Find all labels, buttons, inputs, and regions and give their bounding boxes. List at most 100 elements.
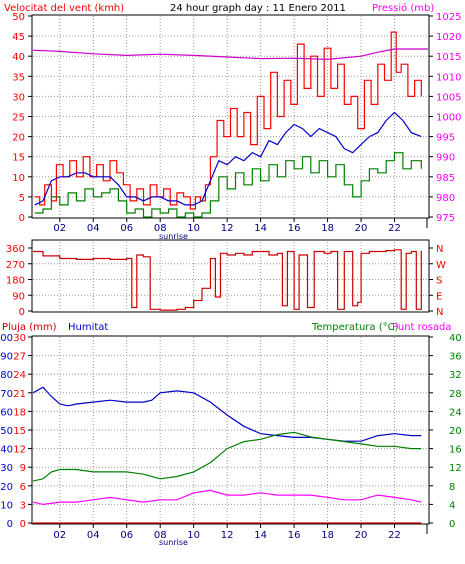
bottom-x-tick-label: 18	[321, 530, 334, 541]
top-sunrise-label: sunrise	[159, 232, 188, 241]
bottom-series	[32, 386, 422, 524]
top-right-tick-label: 975	[436, 213, 455, 224]
top-x-tick-label: 02	[53, 223, 66, 234]
bottom-grid	[33, 337, 428, 523]
top-left-tick-label: 15	[12, 153, 25, 164]
bottom-right-tick-label: 16	[449, 445, 462, 456]
bottom-x-tick-label: 22	[388, 530, 401, 541]
bottom-rain-tick-label: 6	[20, 482, 26, 493]
chart-title: 24 hour graph day : 11 Enero 2011	[170, 3, 346, 14]
bottom-right-tick-label: 36	[449, 352, 462, 363]
bottom-humidity-tick-label: 70	[0, 389, 13, 400]
top-x-tick-label: 06	[120, 223, 133, 234]
top-x-tick-label: 10	[187, 223, 200, 234]
top-left-tick-label: 50	[12, 12, 25, 23]
middle-left-ticks: 0 90 180 270 360	[6, 244, 32, 318]
top-right-tick-label: 985	[436, 173, 455, 184]
series-line	[33, 249, 422, 311]
series-line	[34, 111, 422, 206]
bottom-humidity-tick-label: 80	[0, 370, 13, 381]
middle-right-tick-label: W	[436, 260, 446, 271]
middle-left-tick-label: 360	[6, 244, 25, 255]
middle-right-tick-label: E	[436, 291, 442, 302]
bottom-humidity-tick-label: 60	[0, 407, 13, 418]
top-x-tick-label: 20	[355, 223, 368, 234]
series-line	[32, 431, 422, 482]
top-left-tick-label: 40	[12, 52, 25, 63]
bottom-x-tick-label: 04	[87, 530, 100, 541]
series-line	[32, 489, 422, 506]
bottom-right-tick-label: 28	[449, 389, 462, 400]
top-right-tick-label: 1010	[436, 72, 461, 83]
bottom-left-ticks: 0010320630940125015601870218024902710030	[0, 333, 32, 530]
bottom-humidity-tick-label: 30	[0, 463, 13, 474]
top-left-ticks: 0 5 10 15 20 25 30 35 40 45 50	[12, 12, 32, 224]
bottom-x-tick-label: 12	[221, 530, 234, 541]
bottom-right-tick-label: 12	[449, 463, 462, 474]
top-right-tick-label: 1015	[436, 52, 461, 63]
top-x-tick-label: 16	[288, 223, 301, 234]
top-x-ticks: 02 04 06 08 10 12 14 16 18 20 22	[53, 218, 428, 234]
bottom-rain-tick-label: 0	[20, 519, 26, 530]
bottom-x-tick-label: 06	[120, 530, 133, 541]
bottom-x-tick-label: 08	[154, 530, 167, 541]
top-x-tick-label: 18	[321, 223, 334, 234]
top-x-tick-label: 22	[388, 223, 401, 234]
bottom-right-tick-label: 8	[449, 482, 455, 493]
top-left-tick-label: 5	[19, 193, 25, 204]
bottom-right-tick-label: 4	[449, 500, 455, 511]
top-right-tick-label: 990	[436, 153, 455, 164]
bottom-humidity-tick-label: 40	[0, 445, 13, 456]
series-line	[32, 386, 422, 442]
top-left-tick-label: 35	[12, 72, 25, 83]
top-right-tick-label: 980	[436, 193, 455, 204]
top-x-tick-label: 14	[254, 223, 267, 234]
series-line	[34, 31, 422, 210]
top-left-tick-label: 0	[19, 213, 25, 224]
middle-right-tick-label: N	[436, 244, 443, 255]
middle-series	[33, 249, 422, 311]
top-series	[32, 31, 428, 218]
top-right-tick-label: 1025	[436, 12, 461, 23]
top-right-ticks: 975 980 985 990 995 1000 1005 1010 1015 1020 1025	[429, 12, 461, 224]
bottom-right-tick-label: 0	[449, 519, 455, 530]
bottom-humidity-tick-label: 0	[7, 519, 13, 530]
bottom-right-tick-label: 20	[449, 426, 462, 437]
middle-left-tick-label: 180	[6, 276, 25, 287]
bottom-rain-tick-label: 18	[13, 407, 26, 418]
bottom-sunrise-label: sunrise	[159, 538, 188, 547]
bottom-right-ticks: 0 4 8 12 16 20 24 28 32 36 40	[429, 333, 462, 530]
bottom-humidity-tick-label: 100	[0, 333, 13, 344]
top-right-tick-label: 995	[436, 133, 455, 144]
temp-humidity-panel: Pluja (mm) Humitat Temperatura (°C) Punt…	[0, 322, 462, 547]
bottom-x-tick-label: 16	[288, 530, 301, 541]
bottom-humidity-tick-label: 90	[0, 352, 13, 363]
bottom-x-tick-label: 10	[187, 530, 200, 541]
bottom-rain-tick-label: 15	[13, 426, 26, 437]
bottom-humidity-tick-label: 50	[0, 426, 13, 437]
top-x-tick-label: 04	[87, 223, 100, 234]
middle-left-tick-label: 90	[12, 291, 25, 302]
bottom-humidity-tick-label: 20	[0, 482, 13, 493]
bottom-rain-tick-label: 12	[13, 445, 26, 456]
bottom-x-tick-label: 02	[53, 530, 66, 541]
top-left-tick-label: 20	[12, 133, 25, 144]
bottom-right-tick-label: 24	[449, 407, 462, 418]
bottom-x-tick-label: 20	[355, 530, 368, 541]
middle-left-tick-label: 270	[6, 260, 25, 271]
top-right-tick-label: 1020	[436, 32, 461, 43]
humidity-axis-label: Humitat	[68, 322, 108, 333]
top-left-tick-label: 25	[12, 113, 25, 124]
wind-speed-axis-label: Velocitat del vent (kmh)	[4, 3, 124, 14]
bottom-x-ticks: 02 04 06 08 10 12 14 16 18 20 22	[53, 524, 428, 541]
bottom-rain-tick-label: 27	[13, 352, 26, 363]
top-left-tick-label: 10	[12, 173, 25, 184]
top-right-tick-label: 1000	[436, 113, 461, 124]
dewpoint-axis-label: Punt rosada	[392, 322, 451, 333]
temperature-axis-label: Temperatura (°C)	[311, 322, 399, 333]
bottom-rain-tick-label: 30	[13, 333, 26, 344]
